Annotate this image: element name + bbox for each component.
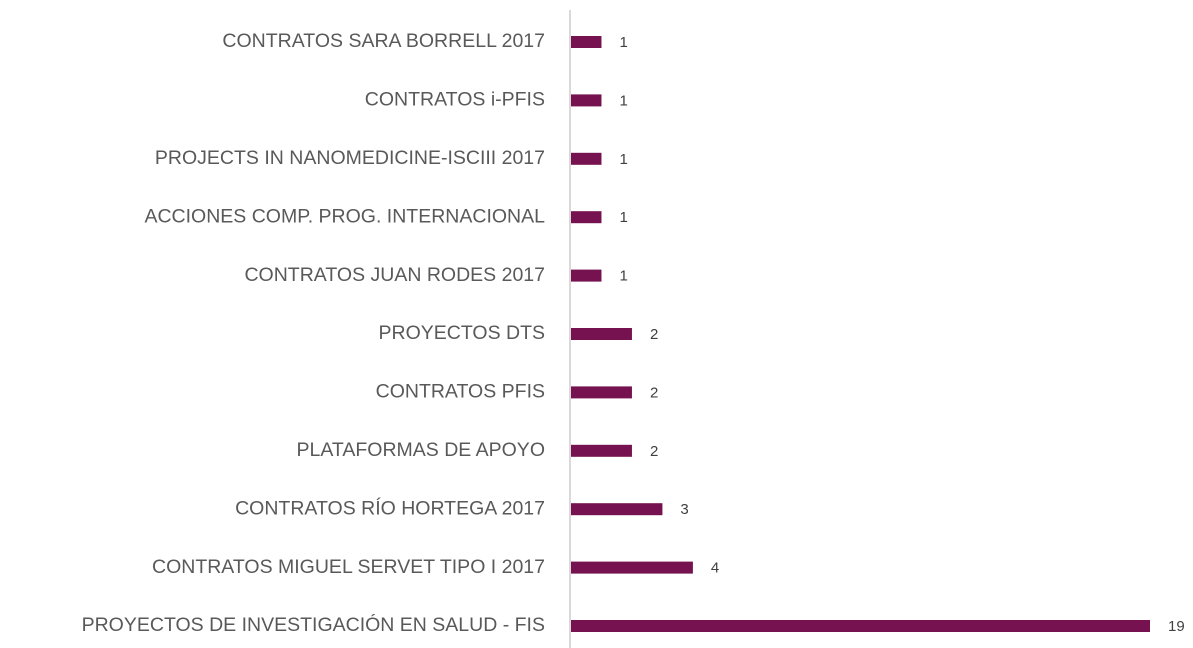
bar xyxy=(571,444,632,457)
bar xyxy=(571,561,693,574)
value-label: 1 xyxy=(619,268,627,285)
value-label: 3 xyxy=(680,501,688,518)
value-label: 2 xyxy=(650,443,658,460)
value-label: 1 xyxy=(619,34,627,51)
value-label: 19 xyxy=(1168,618,1185,635)
value-label: 1 xyxy=(619,92,627,109)
value-label: 2 xyxy=(650,326,658,343)
bar xyxy=(571,211,602,224)
category-label: CONTRATOS PFIS xyxy=(376,381,545,403)
category-label: CONTRATOS JUAN RODES 2017 xyxy=(244,264,545,286)
bar xyxy=(571,328,632,340)
category-label: PROYECTOS DTS xyxy=(378,322,545,344)
value-label: 1 xyxy=(619,209,627,226)
value-label: 4 xyxy=(711,560,719,577)
bar xyxy=(571,620,1150,632)
category-label: CONTRATOS SARA BORRELL 2017 xyxy=(222,30,545,52)
bar xyxy=(571,503,663,516)
category-label: CONTRATOS RÍO HORTEGA 2017 xyxy=(235,496,545,519)
bar xyxy=(571,94,602,107)
category-label: CONTRATOS MIGUEL SERVET TIPO I 2017 xyxy=(152,556,545,578)
category-label: PLATAFORMAS DE APOYO xyxy=(296,439,545,461)
category-label: PROJECTS IN NANOMEDICINE-ISCIII 2017 xyxy=(155,147,545,169)
category-label: ACCIONES COMP. PROG. INTERNACIONAL xyxy=(144,205,545,227)
value-label: 2 xyxy=(650,384,658,401)
category-label: PROYECTOS DE INVESTIGACIÓN EN SALUD - FI… xyxy=(82,613,545,636)
bar xyxy=(571,36,602,48)
bar xyxy=(571,152,602,165)
bar xyxy=(571,386,632,399)
category-label: CONTRATOS i-PFIS xyxy=(365,89,545,111)
bar xyxy=(571,269,602,282)
value-label: 1 xyxy=(619,151,627,168)
